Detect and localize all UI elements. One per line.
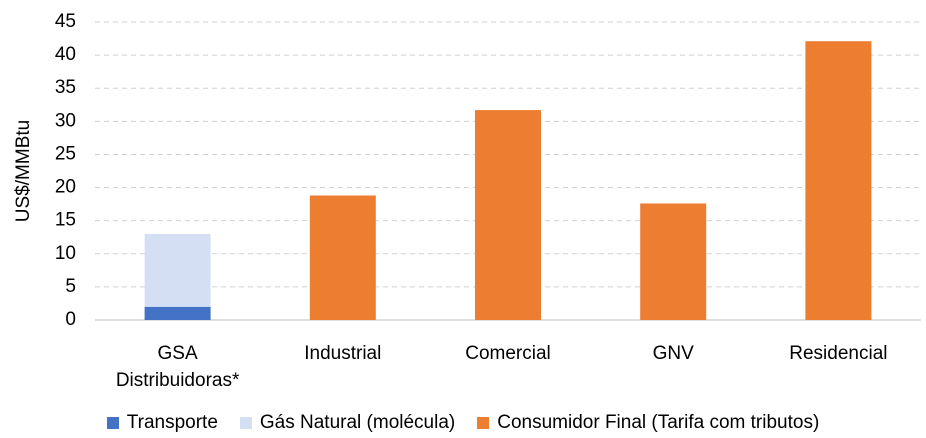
legend-swatch [477, 417, 490, 429]
legend-swatch [239, 417, 252, 429]
y-tick-label: 20 [55, 177, 76, 198]
x-tick-label: GNV [652, 343, 694, 364]
bar-segment [144, 306, 211, 320]
bar-segment [475, 110, 541, 320]
y-tick-label: 45 [55, 11, 76, 32]
y-tick-label: 30 [55, 110, 76, 131]
x-tick-label: Comercial [465, 343, 551, 364]
bar-segment [309, 195, 376, 320]
x-tick-label: Residencial [789, 343, 888, 364]
legend-swatch [106, 417, 119, 429]
y-tick-label: 5 [65, 276, 76, 297]
legend-label: Transporte [126, 412, 218, 433]
x-tick-label: GSA Distribuidoras* [115, 343, 240, 391]
y-tick-label: 35 [55, 77, 76, 98]
y-tick-label: 40 [55, 44, 76, 65]
legend-label: Consumidor Final (Tarifa com tributos) [497, 412, 820, 433]
legend-label: Gás Natural (molécula) [259, 412, 456, 433]
legend: Transporte Gás Natural (molécula) Consumid… [0, 412, 926, 434]
bar-segment [144, 233, 211, 307]
y-axis-label: US$/MMBtu [13, 120, 34, 222]
y-tick-label: 10 [55, 243, 76, 264]
legend-item: Transporte [106, 412, 218, 434]
x-tick-label: Industrial [304, 343, 382, 364]
y-tick-label: 0 [65, 309, 76, 330]
y-tick-label: 15 [55, 210, 76, 231]
legend-item: Gás Natural (molécula) [239, 412, 456, 434]
legend-item: Consumidor Final (Tarifa com tributos) [477, 412, 819, 434]
bar-segment [640, 203, 707, 320]
bar-segment [805, 41, 872, 321]
y-tick-label: 25 [55, 143, 76, 164]
